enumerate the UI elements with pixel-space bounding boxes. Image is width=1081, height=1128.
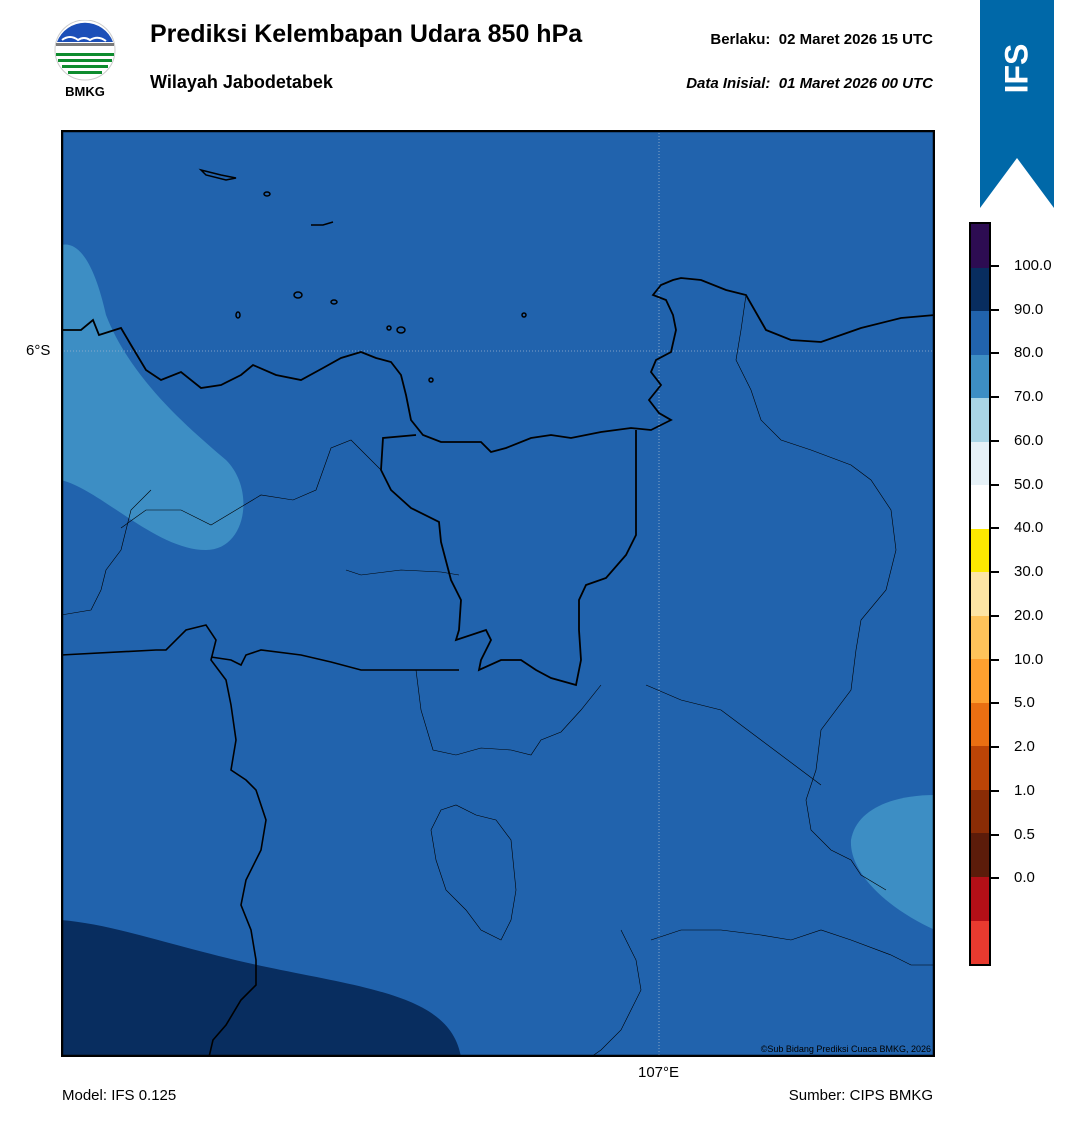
humidity-zone-70-80-east <box>850 795 935 930</box>
colorbar-tick <box>991 571 999 574</box>
island <box>396 326 406 334</box>
regency-border-bandung <box>430 804 517 941</box>
colorbar-tick <box>991 789 999 792</box>
lat-label: 6°S <box>26 342 51 359</box>
init-value: 01 Maret 2026 00 UTC <box>778 75 933 92</box>
colorbar-segment <box>971 615 989 660</box>
colorbar-segment <box>971 528 989 573</box>
island <box>235 311 241 319</box>
humidity-zone-70-80-west <box>61 244 244 550</box>
regency-border-2 <box>345 569 460 576</box>
colorbar-segment <box>971 920 989 965</box>
island <box>521 312 527 318</box>
colorbar-segment <box>971 398 989 442</box>
bmkg-logo-icon <box>54 19 116 81</box>
colorbar-segment <box>971 311 989 355</box>
valid-value: 02 Maret 2026 15 UTC <box>778 31 933 48</box>
province-border-south <box>210 649 459 671</box>
colorbar-segment <box>971 441 989 486</box>
logo-text: BMKG <box>65 84 105 99</box>
colorbar-label: 10.0 <box>1014 650 1044 668</box>
valid-label: Berlaku: <box>710 31 771 48</box>
colorbar-label: 70.0 <box>1014 388 1044 406</box>
page-subtitle: Wilayah Jabodetabek <box>150 72 333 92</box>
colorbar-tick <box>991 702 999 705</box>
colorbar-tick <box>991 264 999 267</box>
colorbar-tick <box>991 877 999 880</box>
colorbar <box>969 222 991 966</box>
colorbar-tick <box>991 614 999 617</box>
colorbar-tick <box>991 483 999 486</box>
colorbar-label: 100.0 <box>1014 256 1052 274</box>
island <box>330 299 338 305</box>
regency-border-8 <box>61 489 152 616</box>
colorbar-label: 80.0 <box>1014 344 1044 362</box>
province-border-banten <box>61 624 267 1057</box>
init-label: Data Inisial: <box>686 75 771 92</box>
colorbar-tick <box>991 658 999 661</box>
province-border-jakarta <box>380 430 637 687</box>
lon-label: 107°E <box>638 1064 680 1081</box>
coastline <box>61 277 935 454</box>
valid-time: Berlaku: 02 Maret 2026 15 UTC <box>710 31 933 48</box>
colorbar-segment <box>971 659 989 703</box>
ifs-ribbon <box>980 0 1054 208</box>
colorbar-segment <box>971 267 989 312</box>
regency-border-6 <box>650 929 935 966</box>
colorbar-label: 20.0 <box>1014 606 1044 624</box>
island <box>428 377 434 383</box>
regency-border-1 <box>120 439 382 529</box>
colorbar-label: 40.0 <box>1014 519 1044 537</box>
colorbar-label: 60.0 <box>1014 431 1044 449</box>
colorbar-segment <box>971 876 989 921</box>
colorbar-label: 30.0 <box>1014 563 1044 581</box>
colorbar-tick <box>991 396 999 399</box>
colorbar-segment <box>971 789 989 834</box>
colorbar-label: 50.0 <box>1014 475 1044 493</box>
colorbar-segment <box>971 224 989 268</box>
copyright-text: ©Sub Bidang Prediksi Cuaca BMKG, 2026 <box>760 1044 931 1054</box>
humidity-zone-90-100 <box>61 920 461 1057</box>
colorbar-segment <box>971 354 989 399</box>
regency-border-5 <box>735 294 897 891</box>
colorbar-segment <box>971 702 989 747</box>
colorbar-segment <box>971 833 989 877</box>
humidity-map[interactable] <box>61 130 935 1057</box>
colorbar-label: 2.0 <box>1014 738 1035 756</box>
colorbar-tick <box>991 308 999 311</box>
island <box>198 168 237 181</box>
regency-border-4 <box>645 684 822 786</box>
colorbar-label: 0.0 <box>1014 869 1035 887</box>
colorbar-tick <box>991 352 999 355</box>
colorbar-tick <box>991 439 999 442</box>
island <box>311 221 334 226</box>
colorbar-segment <box>971 485 989 529</box>
page-title: Prediksi Kelembapan Udara 850 hPa <box>150 20 583 48</box>
island <box>263 191 271 197</box>
map-frame <box>61 130 935 1057</box>
colorbar-label: 5.0 <box>1014 694 1035 712</box>
regency-border-3 <box>415 669 602 756</box>
colorbar-tick <box>991 746 999 749</box>
colorbar-label: 90.0 <box>1014 300 1044 318</box>
colorbar-label: 0.5 <box>1014 825 1035 843</box>
init-time: Data Inisial: 01 Maret 2026 00 UTC <box>686 75 933 92</box>
bmkg-logo: BMKG <box>52 19 118 102</box>
island <box>386 325 392 331</box>
colorbar-label: 1.0 <box>1014 781 1035 799</box>
colorbar-tick <box>991 527 999 530</box>
colorbar-segment <box>971 572 989 616</box>
footer-source: Sumber: CIPS BMKG <box>788 1087 933 1104</box>
footer-model: Model: IFS 0.125 <box>62 1087 177 1104</box>
ribbon-label: IFS <box>998 43 1035 93</box>
colorbar-tick <box>991 833 999 836</box>
island <box>293 291 303 299</box>
colorbar-segment <box>971 746 989 790</box>
regency-border-7 <box>590 929 642 1057</box>
